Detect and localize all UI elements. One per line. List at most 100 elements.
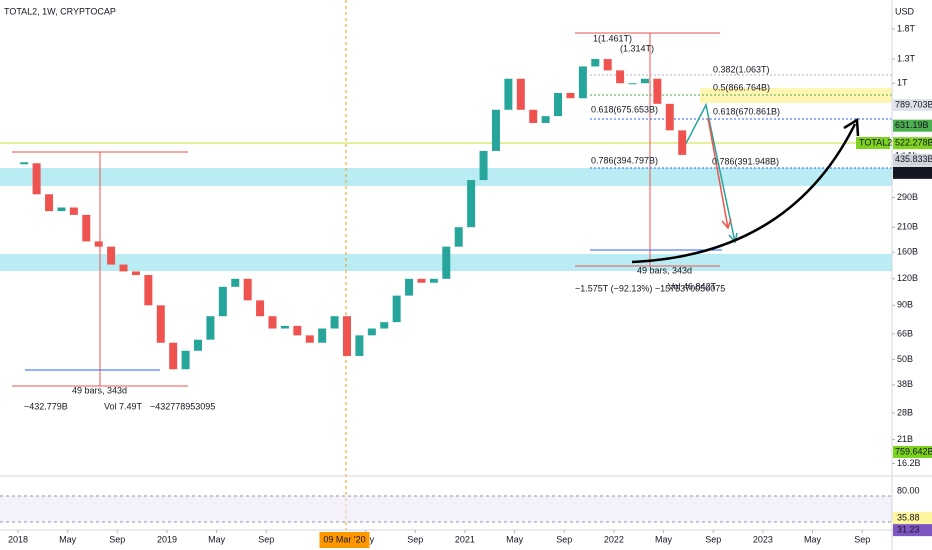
price-tag-bg bbox=[893, 137, 932, 150]
x-tick-label: May bbox=[655, 534, 673, 544]
measure-change: −1.575T (−92.13%) −1575370050075 bbox=[575, 283, 725, 293]
measure-volume: Vol 46.842T bbox=[668, 281, 717, 291]
price-tag-bg bbox=[893, 99, 932, 112]
fib-label: 0.382(1.063T) bbox=[713, 64, 770, 74]
candle bbox=[392, 295, 401, 323]
candle bbox=[32, 163, 41, 195]
x-tick-label: Sep bbox=[407, 534, 423, 544]
candle bbox=[504, 78, 513, 110]
rsi-tag: 31.23 bbox=[897, 524, 920, 534]
y-tick-label: 290B bbox=[897, 192, 918, 202]
candle bbox=[603, 59, 612, 71]
candle bbox=[293, 325, 302, 336]
x-tick-label: 2021 bbox=[455, 534, 475, 544]
x-tick-label: 2023 bbox=[753, 534, 773, 544]
x-tick-label: Sep bbox=[854, 534, 870, 544]
x-tick-label: May bbox=[804, 534, 822, 544]
y-tick-label: 28B bbox=[897, 407, 913, 417]
candle bbox=[268, 316, 277, 329]
arrow-head bbox=[728, 232, 738, 244]
candle bbox=[454, 227, 463, 247]
candle bbox=[355, 335, 364, 356]
y-tick-label: 38B bbox=[897, 379, 913, 389]
arrow-head bbox=[843, 117, 860, 137]
candle bbox=[479, 150, 488, 181]
projection-arrow bbox=[679, 102, 736, 243]
fib-label: 0.5(866.764B) bbox=[713, 82, 770, 92]
volume-tag-bg bbox=[893, 446, 932, 458]
candle bbox=[131, 271, 140, 276]
x-tick-label: May bbox=[59, 534, 77, 544]
candle bbox=[218, 286, 227, 317]
candle bbox=[405, 278, 414, 296]
x-tick-label: May bbox=[506, 534, 524, 544]
fib-label: (1.314T) bbox=[620, 43, 654, 53]
rsi-tag: 80.00 bbox=[897, 485, 920, 495]
candle bbox=[442, 246, 451, 279]
symbol-tag: TOTAL2 bbox=[859, 137, 892, 147]
measure-bars: 49 bars, 343d bbox=[637, 265, 692, 275]
measure-bars: 49 bars, 343d bbox=[72, 385, 127, 395]
crosshair-label: 09 Mar '20 bbox=[323, 534, 365, 544]
rsi-tag-bg bbox=[893, 524, 932, 537]
y-tick-label: 16.2B bbox=[897, 458, 921, 468]
candle bbox=[144, 275, 153, 306]
candle bbox=[529, 109, 538, 123]
fib-label: 0.786(391.948B) bbox=[712, 156, 779, 166]
y-tick-label: 90B bbox=[897, 300, 913, 310]
price-tag-bg bbox=[893, 119, 932, 132]
candle bbox=[243, 278, 252, 301]
candle bbox=[578, 66, 587, 99]
candle bbox=[516, 78, 525, 110]
candle bbox=[256, 300, 265, 317]
rsi-tag-bg bbox=[893, 512, 932, 525]
currency: USD bbox=[895, 6, 915, 16]
candle bbox=[305, 335, 314, 343]
candle bbox=[417, 278, 426, 283]
fib-label: 0.618(675.653B) bbox=[591, 104, 658, 114]
candle bbox=[119, 264, 128, 272]
x-tick-label: Sep bbox=[556, 534, 572, 544]
fib-label: 1(1.461T) bbox=[593, 33, 632, 43]
candle bbox=[541, 116, 550, 123]
candle bbox=[20, 162, 29, 165]
x-tick-label: 2018 bbox=[8, 534, 28, 544]
symbol-title: TOTAL2, 1W, CRYPTOCAP bbox=[4, 6, 116, 16]
candle bbox=[367, 328, 376, 336]
candle bbox=[169, 342, 178, 370]
projection-arrow bbox=[707, 117, 729, 229]
y-tick-label: 66B bbox=[897, 328, 913, 338]
candle bbox=[231, 278, 240, 287]
candle bbox=[181, 350, 190, 370]
rsi-band bbox=[0, 496, 892, 522]
candle bbox=[156, 305, 165, 343]
price-tag-bg bbox=[893, 166, 932, 179]
x-tick-label: 2019 bbox=[157, 534, 177, 544]
candle bbox=[94, 241, 103, 247]
candle bbox=[342, 316, 351, 356]
x-tick-label: May bbox=[208, 534, 226, 544]
measure-raw: −432778953095 bbox=[150, 401, 215, 411]
price-tag: 522.278B bbox=[895, 138, 932, 148]
candle bbox=[591, 59, 600, 67]
fib-label: 0.786(394.797B) bbox=[591, 155, 658, 165]
crosshair-label-bg bbox=[319, 532, 370, 548]
candle bbox=[280, 325, 289, 329]
candle bbox=[640, 78, 649, 84]
y-tick-label: 50B bbox=[897, 354, 913, 364]
volume-tag: 759.642B bbox=[895, 446, 932, 456]
price-tag: 789.703B bbox=[895, 99, 932, 109]
candle bbox=[616, 70, 625, 84]
x-tick-label: Sep bbox=[705, 534, 721, 544]
candle bbox=[330, 316, 339, 329]
measure-volume: Vol 7.49T bbox=[104, 401, 143, 411]
y-tick-label: 120B bbox=[897, 273, 918, 283]
rsi-tag: 35.88 bbox=[897, 512, 920, 522]
candle bbox=[82, 214, 91, 242]
fib-label: 0.618(670.861B) bbox=[713, 106, 780, 116]
candle bbox=[57, 207, 66, 212]
candle bbox=[554, 92, 563, 117]
y-tick-label: 1.3T bbox=[897, 53, 916, 63]
y-tick-label: 160B bbox=[897, 247, 918, 257]
